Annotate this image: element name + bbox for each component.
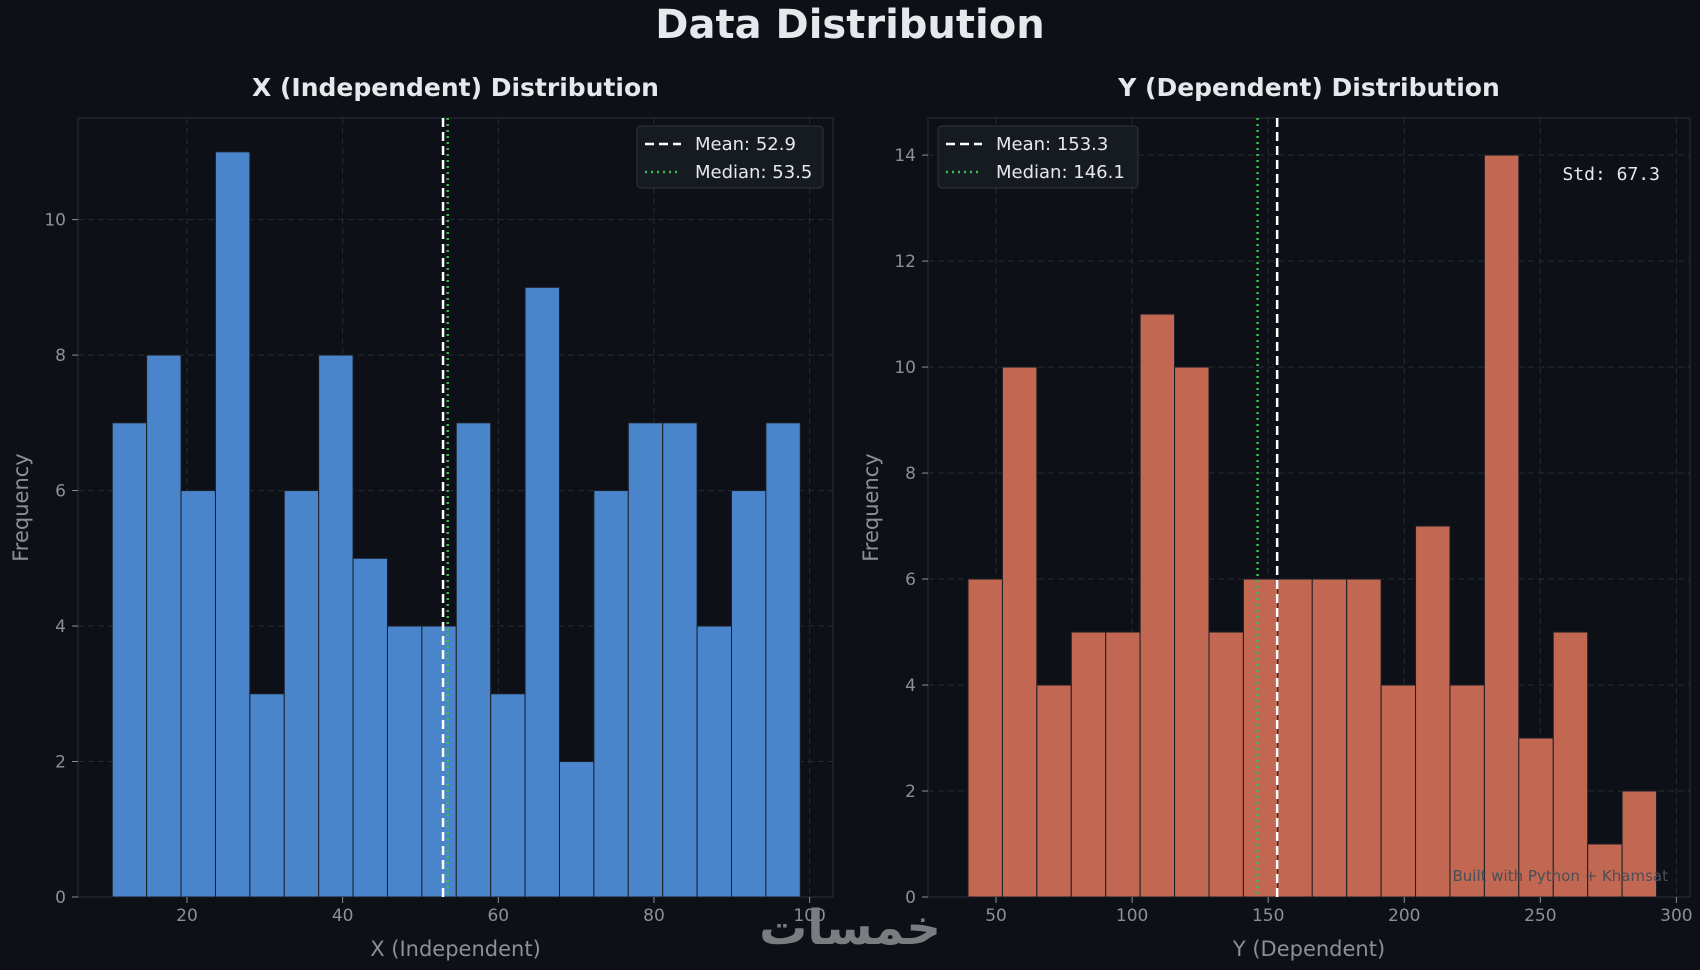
y-tick-label: 2: [905, 782, 916, 802]
histogram-bar: [1070, 631, 1107, 898]
histogram-bar: [455, 422, 492, 898]
histogram-bar: [111, 422, 148, 898]
legend: Mean: 153.3 Median: 146.1: [937, 125, 1139, 189]
histogram-bar: [558, 761, 595, 898]
std-annotation: Std: 67.3: [1562, 164, 1660, 185]
x-tick-label: 50: [985, 906, 1007, 926]
histogram-bar: [249, 693, 285, 898]
y-tick-label: 8: [55, 346, 66, 366]
legend-median-label: Median: 146.1: [996, 162, 1125, 183]
legend-box: [937, 125, 1139, 189]
histogram-bar: [1346, 578, 1382, 898]
y-tick-label: 6: [55, 482, 66, 502]
histogram-bar: [283, 490, 320, 898]
x-tick-label: 300: [1660, 906, 1692, 926]
figure-title: Data Distribution: [655, 2, 1045, 48]
histogram-bar: [1518, 737, 1554, 898]
y-tick-label: 10: [44, 211, 66, 231]
histogram-bar: [1552, 631, 1589, 898]
khamsat-logo: خمسات: [740, 900, 960, 960]
chart-title: Y (Dependent) Distribution: [1117, 73, 1500, 102]
histogram-bar: [696, 625, 733, 898]
y-tick-label: 4: [905, 676, 916, 696]
legend-mean-label: Mean: 153.3: [996, 134, 1108, 155]
histogram-bar: [627, 422, 664, 898]
legend-mean-label: Mean: 52.9: [695, 134, 796, 155]
histogram-bar: [1449, 684, 1485, 898]
y-tick-label: 10: [894, 358, 916, 378]
legend: Mean: 52.9 Median: 53.5: [636, 125, 824, 189]
x-tick-label: 60: [487, 906, 509, 926]
x-axis-label: Y (Dependent): [1232, 937, 1385, 961]
histogram-bar: [386, 625, 423, 898]
x-tick-label: 150: [1252, 906, 1284, 926]
y-axis-label: Frequency: [859, 453, 883, 562]
histogram-bar: [1174, 366, 1210, 898]
histogram-bar: [1380, 684, 1417, 898]
y-tick-label: 2: [55, 753, 66, 773]
histogram-bar: [318, 354, 354, 898]
histogram-bar: [967, 578, 1003, 898]
histogram-bar: [765, 422, 801, 898]
histogram-bar: [662, 422, 698, 898]
x-tick-label: 80: [643, 906, 665, 926]
histogram-bar: [1139, 313, 1176, 898]
histogram-bar: [1415, 525, 1451, 898]
histogram-bar: [1001, 366, 1038, 898]
y-axis-label: Frequency: [9, 453, 33, 562]
histogram-bar: [421, 625, 457, 898]
histogram-bar: [214, 151, 251, 898]
histogram-bar: [1036, 684, 1072, 898]
histogram-bar: [1277, 578, 1313, 898]
histogram-bar: [146, 354, 182, 898]
chart-title: X (Independent) Distribution: [252, 73, 659, 102]
x-tick-label: 40: [332, 906, 354, 926]
y-tick-label: 14: [894, 146, 916, 166]
histogram-bar: [524, 286, 560, 898]
histogram-bar: [593, 490, 629, 898]
watermark-text: Built with Python + Khamsat: [1452, 867, 1668, 885]
histogram-bar: [1621, 790, 1658, 898]
histogram-bar: [1208, 631, 1244, 898]
x-tick-label: 100: [1116, 906, 1148, 926]
x-tick-label: 100: [793, 906, 825, 926]
histogram-bar: [731, 490, 767, 898]
y-tick-label: 6: [905, 570, 916, 590]
histogram-bar: [1587, 843, 1623, 898]
histogram-bar: [180, 490, 216, 898]
y-tick-label: 12: [894, 252, 916, 272]
y-tick-label: 0: [905, 888, 916, 908]
histogram-bar: [1242, 578, 1279, 898]
x-axis-label: X (Independent): [370, 937, 541, 961]
legend-box: [636, 125, 824, 189]
x-tick-label: 20: [176, 906, 198, 926]
chart-panel-2: 50 100 150 200 250 300 0 2 4 6 8 10 12 14 Y (Dependent…: [859, 73, 1693, 961]
x-tick-label: 200: [1388, 906, 1420, 926]
legend-median-label: Median: 53.5: [695, 162, 812, 183]
y-tick-label: 8: [905, 464, 916, 484]
histogram-bar: [1483, 154, 1520, 898]
x-tick-label: 250: [1524, 906, 1556, 926]
y-tick-label: 0: [55, 888, 66, 908]
histogram-bar: [1105, 631, 1141, 898]
histogram-bar: [1311, 578, 1348, 898]
logo-text: خمسات: [759, 900, 941, 956]
histogram-bar: [352, 557, 388, 898]
histogram-bar: [490, 693, 526, 898]
chart-panel-1: 20 40 60 80 100 0 2 4 6 8 10 X (Independent) Distri…: [9, 73, 834, 961]
y-tick-label: 4: [55, 617, 66, 637]
